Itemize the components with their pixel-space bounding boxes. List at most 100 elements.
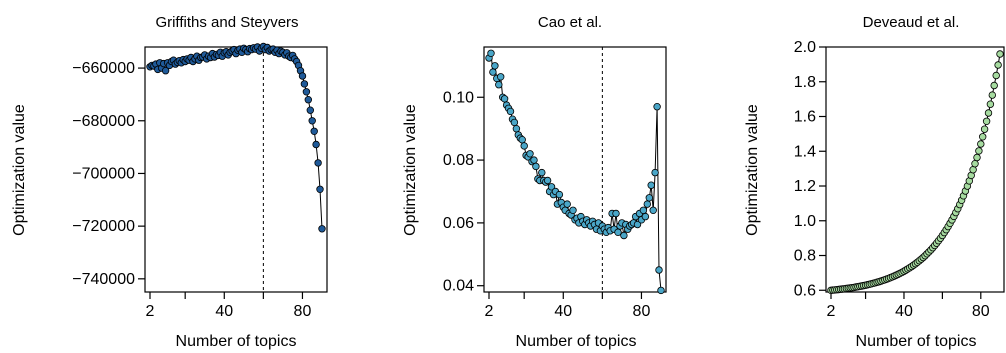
data-point	[500, 95, 509, 103]
x-axis-label: Number of topics	[176, 333, 297, 350]
data-point	[988, 91, 996, 99]
data-point	[304, 95, 312, 104]
data-point	[314, 159, 322, 167]
y-tick-label: 1.6	[794, 109, 816, 126]
y-tick-label: 0.6	[794, 282, 816, 299]
data-point	[300, 80, 309, 88]
data-point	[655, 266, 663, 274]
chart-title: Deveaud et al.	[863, 14, 960, 31]
y-tick-label: 1.4	[794, 143, 816, 160]
y-tick-label: −720000	[72, 218, 135, 235]
data-point	[620, 231, 628, 240]
y-axis-label: Optimization value	[402, 104, 419, 236]
axis-ticks: 2 40 80 −660000 −680000 −700000 −720000 −740000	[72, 60, 311, 320]
chart-title: Cao et al.	[538, 14, 602, 31]
data-point	[975, 147, 983, 155]
x-tick-label: 2	[827, 303, 836, 320]
y-tick-label: 0.04	[443, 278, 474, 295]
x-tick-label: 40	[215, 303, 233, 320]
data-points	[146, 42, 326, 233]
data-point	[651, 168, 659, 177]
series-line	[488, 53, 662, 291]
data-point	[982, 117, 991, 125]
data-point	[555, 190, 564, 199]
data-point	[563, 200, 571, 208]
data-point	[538, 168, 546, 177]
data-point	[971, 159, 979, 168]
data-point	[512, 124, 521, 133]
data-points	[485, 49, 665, 295]
data-point	[506, 107, 515, 116]
data-point	[487, 49, 495, 57]
data-point	[990, 81, 998, 90]
data-point	[969, 165, 977, 174]
y-tick-label: −660000	[72, 60, 135, 77]
chart-panel-griffiths: Griffiths and Steyvers Number of topics …	[11, 14, 328, 350]
data-point	[318, 225, 326, 233]
data-point	[491, 62, 499, 70]
series-line	[149, 45, 323, 229]
data-point	[996, 50, 1004, 58]
y-axis-label: Optimization value	[11, 104, 28, 236]
data-point	[980, 125, 989, 133]
plot-frame	[144, 46, 328, 293]
data-points	[827, 50, 1004, 294]
plot-frame	[483, 46, 667, 293]
y-tick-label: 1.2	[794, 178, 816, 195]
data-point	[653, 102, 661, 111]
data-point	[520, 142, 528, 150]
data-point	[497, 73, 505, 81]
data-point	[530, 156, 538, 164]
x-tick-label: 40	[895, 303, 913, 320]
data-point	[973, 153, 981, 162]
chart-panel-deveaud: Deveaud et al. Number of topics Optimiza…	[744, 14, 1005, 350]
data-point	[647, 181, 655, 189]
y-tick-label: 0.08	[443, 152, 474, 169]
data-point	[977, 140, 985, 148]
y-tick-label: 2.0	[794, 39, 816, 56]
x-tick-label: 80	[633, 303, 651, 320]
chart-title: Griffiths and Steyvers	[155, 14, 298, 31]
axis-ticks: 2 40 80 0.04 0.06 0.08 0.10	[443, 89, 651, 320]
data-point	[612, 209, 620, 218]
data-point	[298, 72, 307, 80]
data-point	[532, 162, 540, 171]
data-point	[657, 286, 665, 295]
data-point	[510, 118, 519, 127]
chart-panel-cao: Cao et al. Number of topics Optimization…	[402, 14, 667, 350]
axis-ticks: 2 40 80 0.6 0.8 1.0 1.2 1.4 1.6 1.8 2.0	[794, 39, 990, 320]
data-point	[994, 61, 1002, 69]
y-tick-label: 0.06	[443, 215, 474, 232]
data-point	[302, 88, 311, 96]
plot-frame	[825, 46, 1005, 293]
x-tick-label: 80	[972, 303, 990, 320]
data-point	[161, 66, 170, 75]
data-point	[316, 185, 324, 193]
data-point	[526, 150, 534, 158]
data-point	[489, 68, 497, 76]
data-point	[984, 109, 993, 117]
x-tick-label: 80	[294, 303, 312, 320]
data-point	[312, 140, 320, 149]
y-tick-label: 1.0	[794, 213, 816, 230]
data-point	[306, 106, 314, 114]
data-point	[569, 206, 577, 214]
data-point	[547, 183, 556, 191]
data-point	[641, 212, 650, 221]
data-point	[645, 194, 653, 202]
data-point	[979, 133, 987, 141]
x-axis-label: Number of topics	[856, 333, 977, 350]
data-point	[986, 100, 995, 108]
y-tick-label: 1.8	[794, 74, 816, 91]
x-tick-label: 2	[485, 303, 494, 320]
data-point	[543, 176, 552, 185]
data-point	[495, 80, 503, 89]
y-tick-label: −680000	[72, 113, 135, 130]
data-point	[649, 206, 657, 214]
data-point	[633, 220, 642, 229]
data-point	[992, 71, 1000, 80]
data-point	[639, 206, 648, 214]
y-tick-label: −700000	[72, 165, 135, 182]
x-tick-label: 40	[554, 303, 572, 320]
